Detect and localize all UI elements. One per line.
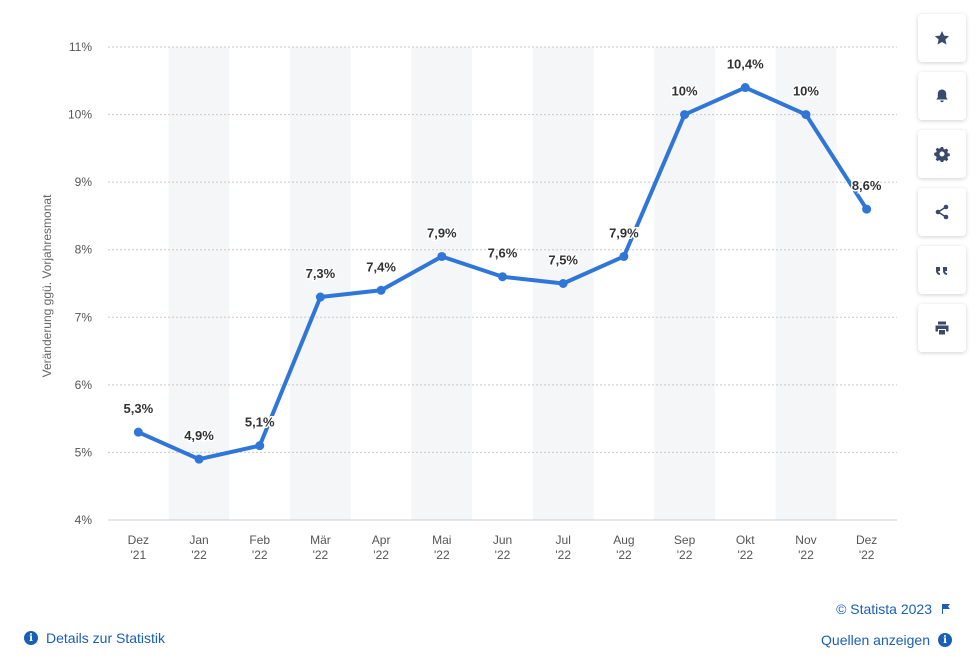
x-tick-label: Jun '22 [493,533,512,562]
info-icon: i [938,633,952,647]
column-shading [168,47,837,520]
x-axis-ticks: Dez '21 Jan '22 Feb '22 Mär '22 Apr '22 Mai '22 Jun '… [128,533,878,562]
flag-icon[interactable] [932,603,952,615]
x-tick-label: Sep '22 [674,533,696,562]
data-point[interactable] [255,441,265,451]
x-tick-label: Mär '22 [310,533,331,562]
y-tick-label: 5% [75,445,93,459]
data-label: 10% [793,84,819,99]
y-tick-label: 10% [68,108,92,122]
sources-link-label: Quellen anzeigen [821,632,930,648]
data-label: 4,9% [184,428,214,443]
share-button[interactable] [918,188,966,236]
data-point[interactable] [133,427,143,437]
notification-button[interactable] [918,72,966,120]
data-point[interactable] [376,285,386,295]
data-point[interactable] [498,272,507,282]
column-band [168,47,230,520]
details-link-label: Details zur Statistik [46,630,166,646]
quote-icon [936,267,947,275]
x-tick-label: Dez '21 [128,533,149,562]
info-icon: i [24,631,38,645]
copyright-text: © Statista 2023 [836,601,932,617]
y-axis-ticks: 4% 5% 6% 7% 8% 9% 10% 11% [68,40,92,527]
x-tick-label: Nov '22 [795,533,816,562]
y-tick-label: 8% [75,243,93,257]
data-point[interactable] [740,83,750,93]
line-chart: 4% 5% 6% 7% 8% 9% 10% 11% Dez '21 Jan '22 Feb '22 Mär… [40,40,897,562]
data-label: 7,6% [488,246,518,261]
data-labels: 5,3% 4,9% 5,1% 7,3% 7,4% 7,9% 7,6% 7,5% 7,9% 10% 1… [122,55,883,445]
copyright: © Statista 2023 [836,601,952,617]
print-button[interactable] [918,304,966,352]
data-label: 7,4% [366,259,396,274]
y-tick-label: 9% [75,175,93,189]
data-label: 10,4% [727,57,764,72]
column-band [775,47,837,520]
toolbar [918,14,966,362]
data-point[interactable] [437,251,447,261]
data-label: 7,3% [306,266,336,281]
x-tick-label: Feb '22 [249,533,270,562]
data-point[interactable] [801,110,811,120]
star-icon [934,31,950,45]
data-point[interactable] [862,204,872,214]
cite-button[interactable] [918,246,966,294]
x-tick-label: Apr '22 [372,533,391,562]
gear-icon [934,147,950,162]
printer-icon [935,321,949,335]
column-band [654,47,715,520]
x-tick-label: Aug '22 [613,533,634,562]
data-point[interactable] [619,251,629,261]
y-tick-label: 11% [69,40,92,54]
x-tick-label: Dez '22 [856,533,877,562]
column-band [411,47,473,520]
y-axis-label: Veränderung ggü. Vorjahresmonat [40,194,54,377]
data-points [133,83,872,464]
column-band [290,47,351,520]
x-tick-label: Mai '22 [432,533,451,562]
data-label: 7,5% [548,253,578,268]
x-tick-label: Jan '22 [189,533,208,562]
data-point[interactable] [558,279,568,288]
x-tick-label: Okt '22 [736,533,755,562]
x-tick-label: Jul '22 [555,533,571,562]
data-label: 7,9% [609,225,639,240]
data-label: 5,1% [245,415,275,430]
details-link[interactable]: i Details zur Statistik [24,630,165,646]
data-point[interactable] [315,292,325,302]
data-label: 8,6% [852,178,882,193]
settings-button[interactable] [918,130,966,178]
data-label: 10% [672,84,698,99]
gridlines [108,46,897,521]
data-point[interactable] [680,110,690,120]
y-tick-label: 7% [75,310,93,324]
data-point[interactable] [194,454,204,464]
y-tick-label: 6% [75,378,93,392]
bell-icon [936,89,948,103]
data-label: 7,9% [427,225,457,240]
favorite-button[interactable] [918,14,966,62]
sources-link[interactable]: Quellen anzeigen i [821,632,952,648]
y-tick-label: 4% [75,513,93,527]
share-icon [935,204,949,220]
data-label: 5,3% [124,401,154,416]
